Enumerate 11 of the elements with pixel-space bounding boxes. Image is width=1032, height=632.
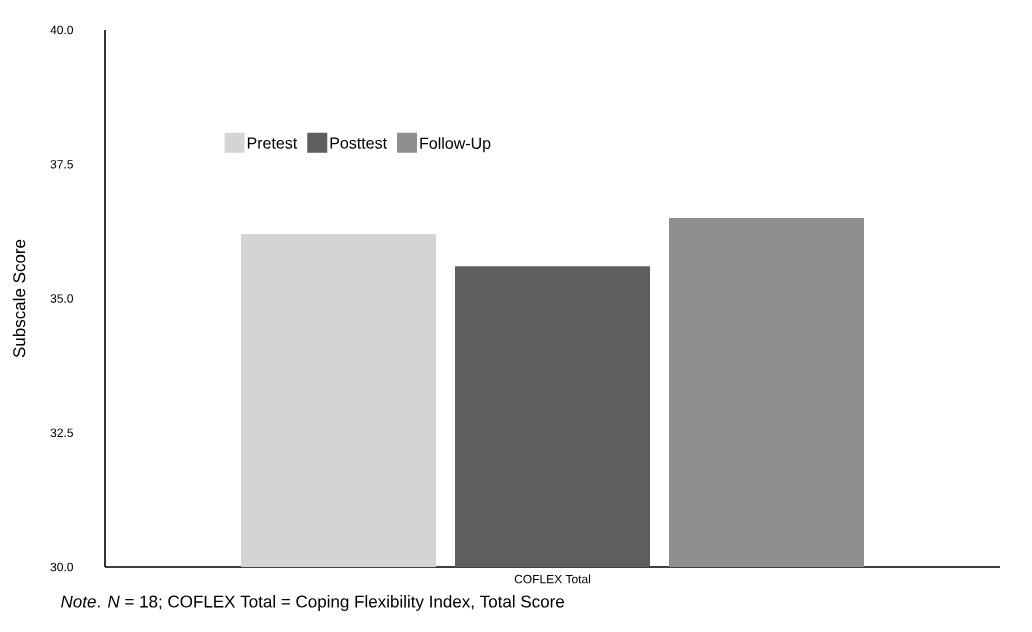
y-tick-label: 35.0 [50,294,74,303]
y-tick-label: 32.5 [50,428,73,437]
legend-label: Follow-Up [420,137,491,153]
legend-label: Pretest [247,137,298,149]
y-tick-label: 30.0 [50,562,74,572]
y-tick-label: 37.5 [50,160,73,169]
text: Note. N = 18; COFLEX Total = Coping Flexibility Index, Total Score [61,595,564,611]
x-tick-label: COFLEX Total [514,574,591,584]
y-tick-label: 40.0 [50,25,74,35]
y-axis-title: Subscale Score [12,239,26,358]
legend-label: Posttest [330,137,387,149]
